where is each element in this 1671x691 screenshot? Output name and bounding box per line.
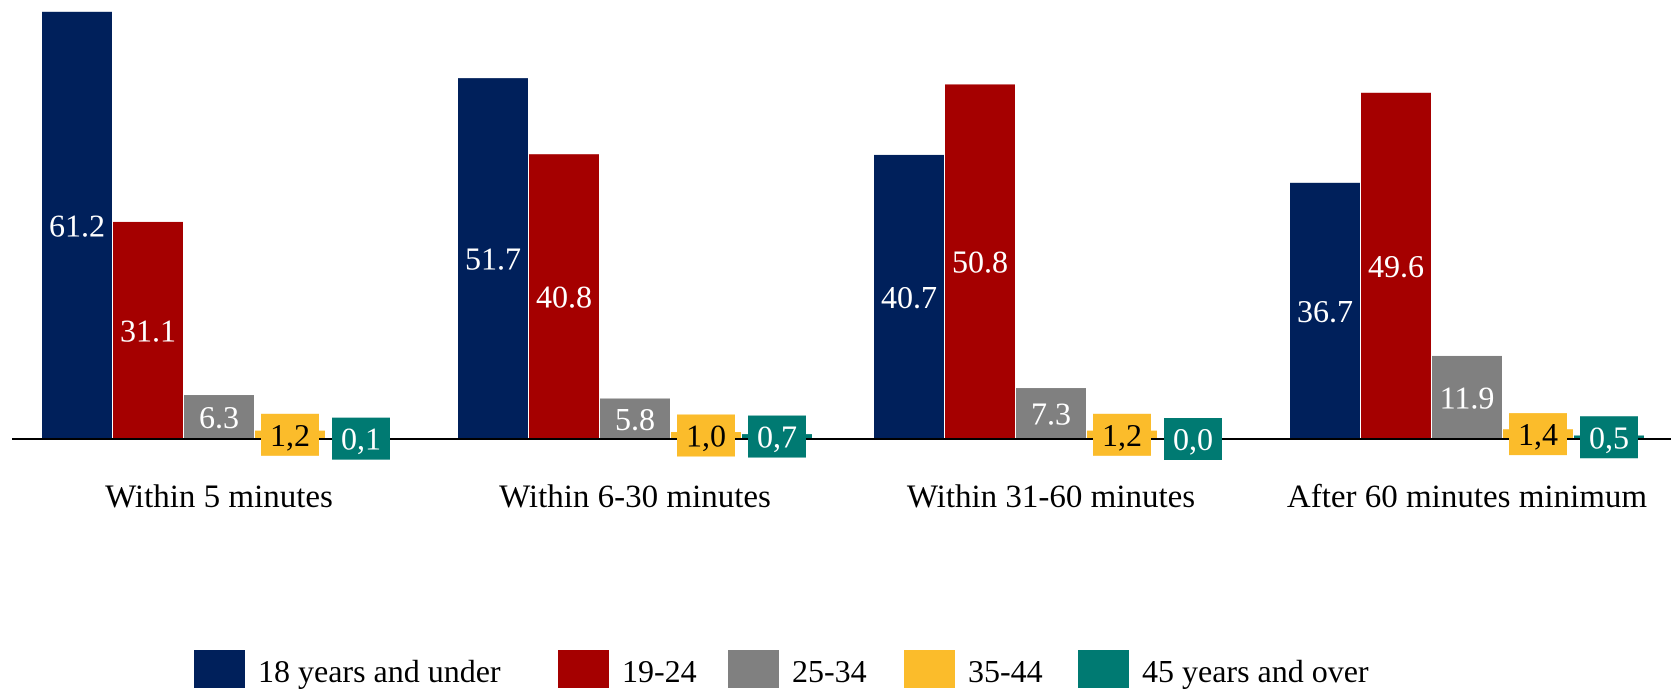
data-label-box-45-years-and-over-4 bbox=[1580, 416, 1638, 459]
legend-swatch-18-years-and-under bbox=[194, 650, 245, 688]
data-label-19-24-2: 40.8 bbox=[536, 279, 592, 315]
legend-swatch-35-44 bbox=[904, 650, 955, 688]
category-label-3: Within 31-60 minutes bbox=[907, 479, 1195, 515]
category-label-4: After 60 minutes minimum bbox=[1287, 479, 1648, 515]
data-label-25-34-2: 5.8 bbox=[615, 401, 655, 437]
bar-25-34-2 bbox=[600, 398, 670, 439]
bar-19-24-1 bbox=[113, 221, 183, 439]
legend-label-18-years-and-under: 18 years and under bbox=[258, 653, 501, 689]
data-label-25-34-1: 6.3 bbox=[199, 399, 239, 435]
legend-label-35-44: 35-44 bbox=[968, 653, 1043, 689]
data-label-35-44-2: 1,0 bbox=[686, 418, 726, 454]
category-labels-layer: Within 5 minutes Within 6-30 minutes Withi… bbox=[105, 479, 1647, 515]
data-label-box-35-44-4 bbox=[1509, 413, 1567, 456]
legend-label-25-34: 25-34 bbox=[792, 653, 867, 689]
data-label-45-years-and-over-3: 0,0 bbox=[1173, 421, 1213, 457]
legend-swatch-45-years-and-over bbox=[1078, 650, 1129, 688]
bar-18-years-and-under-2 bbox=[458, 78, 528, 439]
data-label-35-44-3: 1,2 bbox=[1102, 417, 1142, 453]
data-label-18-years-and-under-2: 51.7 bbox=[465, 241, 521, 277]
data-label-box-35-44-2 bbox=[677, 414, 735, 457]
data-label-19-24-3: 50.8 bbox=[952, 244, 1008, 280]
data-label-19-24-4: 49.6 bbox=[1368, 248, 1424, 284]
legend-label-45-years-and-over: 45 years and over bbox=[1142, 653, 1369, 689]
data-label-45-years-and-over-1: 0,1 bbox=[341, 421, 381, 457]
legend-swatch-25-34 bbox=[728, 650, 779, 688]
data-label-18-years-and-under-3: 40.7 bbox=[881, 279, 937, 315]
legend: 18 years and under 19-24 25-34 35-44 45 year… bbox=[194, 650, 1369, 689]
data-label-18-years-and-under-1: 61.2 bbox=[49, 207, 105, 243]
bar-18-years-and-under-3 bbox=[874, 154, 944, 439]
data-label-35-44-4: 1,4 bbox=[1518, 416, 1558, 452]
bar-19-24-2 bbox=[529, 154, 599, 439]
legend-swatch-19-24 bbox=[558, 650, 609, 688]
data-label-box-35-44-1 bbox=[261, 413, 319, 456]
bar-25-34-1 bbox=[184, 395, 254, 439]
bars-layer bbox=[42, 11, 1644, 440]
data-label-45-years-and-over-2: 0,7 bbox=[757, 419, 797, 455]
category-label-1: Within 5 minutes bbox=[105, 479, 333, 515]
legend-label-19-24: 19-24 bbox=[622, 653, 697, 689]
data-label-25-34-3: 7.3 bbox=[1031, 396, 1071, 432]
data-label-19-24-1: 31.1 bbox=[120, 312, 176, 348]
category-label-2: Within 6-30 minutes bbox=[499, 479, 771, 515]
data-labels-layer: 61.2 31.1 6.3 1,2 0,1 51.7 40.8 5.8 1,0 0,7 40.7 50… bbox=[49, 207, 1638, 460]
data-label-25-34-4: 11.9 bbox=[1440, 379, 1495, 415]
bar-25-34-3 bbox=[1016, 388, 1086, 439]
data-label-box-45-years-and-over-2 bbox=[748, 415, 806, 458]
bar-18-years-and-under-1 bbox=[42, 11, 112, 439]
data-label-45-years-and-over-4: 0,5 bbox=[1589, 419, 1629, 455]
bar-19-24-3 bbox=[945, 84, 1015, 439]
bar-18-years-and-under-4 bbox=[1290, 182, 1360, 440]
bar-25-34-4 bbox=[1432, 355, 1502, 439]
data-label-box-45-years-and-over-1 bbox=[332, 417, 390, 460]
bar-19-24-4 bbox=[1361, 92, 1431, 440]
data-label-18-years-and-under-4: 36.7 bbox=[1297, 293, 1353, 329]
data-label-box-35-44-3 bbox=[1093, 413, 1151, 456]
data-label-35-44-1: 1,2 bbox=[270, 417, 310, 453]
data-label-box-45-years-and-over-3 bbox=[1164, 418, 1222, 460]
